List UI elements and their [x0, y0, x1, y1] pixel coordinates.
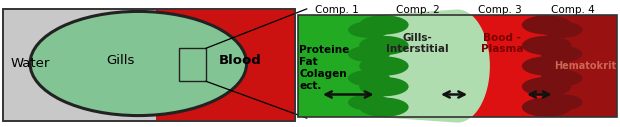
Bar: [298, 15, 617, 117]
Circle shape: [522, 56, 571, 76]
Circle shape: [359, 56, 409, 76]
Text: Comp. 4: Comp. 4: [551, 5, 595, 15]
Circle shape: [541, 94, 582, 111]
Text: Gills-
Interstitial: Gills- Interstitial: [386, 33, 449, 54]
Text: Water: Water: [11, 57, 50, 70]
Circle shape: [348, 46, 390, 62]
Circle shape: [522, 36, 571, 55]
Text: Comp. 2: Comp. 2: [396, 5, 440, 15]
Bar: [384, 15, 458, 117]
Bar: [179, 48, 206, 81]
Circle shape: [522, 77, 571, 96]
Bar: [156, 9, 294, 121]
Circle shape: [522, 98, 571, 117]
Text: Hematokrit: Hematokrit: [554, 61, 616, 71]
Circle shape: [359, 36, 409, 55]
Ellipse shape: [30, 11, 247, 116]
Text: Comp. 1: Comp. 1: [315, 5, 359, 15]
Circle shape: [541, 70, 582, 86]
Bar: [3, 9, 294, 121]
Bar: [298, 15, 384, 117]
Bar: [3, 9, 294, 121]
Polygon shape: [384, 10, 489, 122]
Circle shape: [359, 77, 409, 96]
Circle shape: [348, 70, 390, 86]
Circle shape: [348, 94, 390, 111]
Text: Bood -
Plasma: Bood - Plasma: [480, 33, 523, 54]
Bar: [547, 15, 617, 117]
Circle shape: [359, 98, 409, 117]
Circle shape: [359, 15, 409, 35]
Circle shape: [348, 21, 390, 38]
Bar: [458, 15, 547, 117]
Circle shape: [541, 46, 582, 62]
Text: Comp. 3: Comp. 3: [477, 5, 521, 15]
Text: Proteine
Fat
Colagen
ect.: Proteine Fat Colagen ect.: [299, 45, 350, 91]
Text: Blood: Blood: [219, 54, 262, 67]
Circle shape: [522, 15, 571, 35]
Text: Gills: Gills: [106, 54, 135, 67]
Circle shape: [541, 21, 582, 38]
